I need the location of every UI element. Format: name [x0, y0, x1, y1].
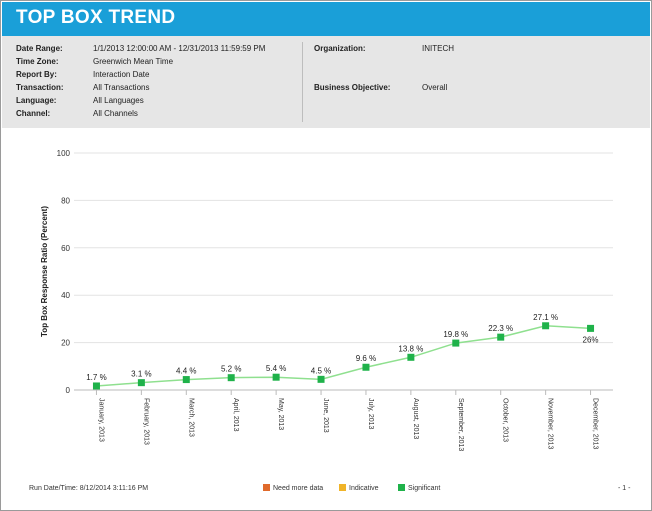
- series-line: [96, 325, 591, 387]
- legend-swatch: [398, 484, 405, 491]
- data-point: [407, 353, 415, 361]
- filter-label: Organization:: [314, 44, 366, 53]
- x-tick-label: January, 2013: [97, 398, 104, 442]
- legend-item-need-more-data: Need more data: [263, 484, 323, 492]
- x-tick-label: April, 2013: [232, 398, 239, 432]
- data-label: 4.4 %: [176, 367, 196, 376]
- legend-label: Significant: [408, 485, 441, 492]
- x-tick-label: September, 2013: [457, 398, 464, 451]
- x-tick-label: July, 2013: [367, 398, 374, 429]
- y-tick-label: 0: [66, 386, 71, 395]
- data-label: 13.8 %: [398, 344, 423, 353]
- y-tick-label: 20: [61, 339, 70, 348]
- data-label: 1.7 %: [86, 373, 106, 382]
- data-label: 19.8 %: [443, 330, 468, 339]
- data-point: [92, 382, 100, 390]
- filter-value: INITECH: [422, 44, 454, 53]
- filter-value: All Languages: [93, 96, 144, 105]
- report-title: TOP BOX TREND: [16, 7, 176, 28]
- data-label: 26%: [583, 335, 599, 344]
- data-point: [272, 373, 280, 381]
- filter-value: All Transactions: [93, 83, 150, 92]
- legend-swatch: [263, 484, 270, 491]
- x-tick-label: May, 2013: [277, 398, 284, 430]
- y-tick-label: 100: [57, 149, 71, 158]
- data-label: 5.2 %: [221, 365, 241, 374]
- legend-item-significant: Significant: [398, 484, 440, 492]
- data-point: [452, 339, 460, 347]
- y-tick-label: 60: [61, 244, 70, 253]
- legend-swatch: [339, 484, 346, 491]
- filter-divider: [302, 42, 303, 122]
- data-point: [182, 376, 190, 384]
- filter-value: Greenwich Mean Time: [93, 57, 174, 66]
- x-tick-label: June, 2013: [322, 398, 329, 433]
- run-datetime: Run Date/Time: 8/12/2014 3:11:16 PM: [29, 485, 149, 492]
- data-label: 9.6 %: [356, 354, 376, 363]
- legend-label: Need more data: [273, 485, 324, 492]
- trend-chart: 0 20 40 60 80 100 Top Box Response Ratio (Perc…: [40, 149, 613, 451]
- filter-label: Transaction:: [16, 83, 64, 92]
- filter-value: Overall: [422, 83, 448, 92]
- y-tick-label: 40: [61, 291, 70, 300]
- data-label: 27.1 %: [533, 313, 558, 322]
- data-label: 5.4 %: [266, 364, 286, 373]
- data-point: [137, 379, 145, 387]
- data-point: [542, 322, 550, 330]
- y-tick-label: 80: [61, 196, 70, 205]
- y-axis-label: Top Box Response Ratio (Percent): [40, 206, 49, 337]
- data-point: [227, 374, 235, 382]
- filter-value: 1/1/2013 12:00:00 AM - 12/31/2013 11:59:…: [93, 44, 266, 53]
- filter-label: Channel:: [16, 109, 51, 118]
- x-tick-label: October, 2013: [502, 398, 509, 442]
- report-header: TOP BOX TREND: [2, 2, 650, 36]
- filter-label: Business Objective:: [314, 83, 391, 92]
- data-label: 22.3 %: [488, 324, 513, 333]
- data-point: [317, 375, 325, 383]
- filter-label: Report By:: [16, 70, 57, 79]
- filter-label: Language:: [16, 96, 57, 105]
- data-point: [497, 333, 505, 341]
- data-point: [362, 363, 370, 371]
- legend-item-indicative: Indicative: [339, 484, 379, 492]
- x-tick-label: February, 2013: [142, 398, 149, 445]
- filter-value: Interaction Date: [93, 70, 150, 79]
- filter-value: All Channels: [93, 109, 138, 118]
- x-tick-label: August, 2013: [412, 398, 419, 439]
- filter-label: Date Range:: [16, 44, 63, 53]
- filter-label: Time Zone:: [16, 57, 59, 66]
- page-number: - 1 -: [618, 485, 631, 492]
- filter-panel: Date Range: 1/1/2013 12:00:00 AM - 12/31…: [2, 36, 650, 128]
- data-point: [587, 324, 595, 332]
- x-tick-label: March, 2013: [187, 398, 194, 437]
- legend-label: Indicative: [349, 485, 379, 492]
- x-tick-label: December, 2013: [592, 398, 599, 449]
- data-label: 3.1 %: [131, 370, 151, 379]
- x-tick-label: November, 2013: [547, 398, 554, 449]
- data-label: 4.5 %: [311, 366, 331, 375]
